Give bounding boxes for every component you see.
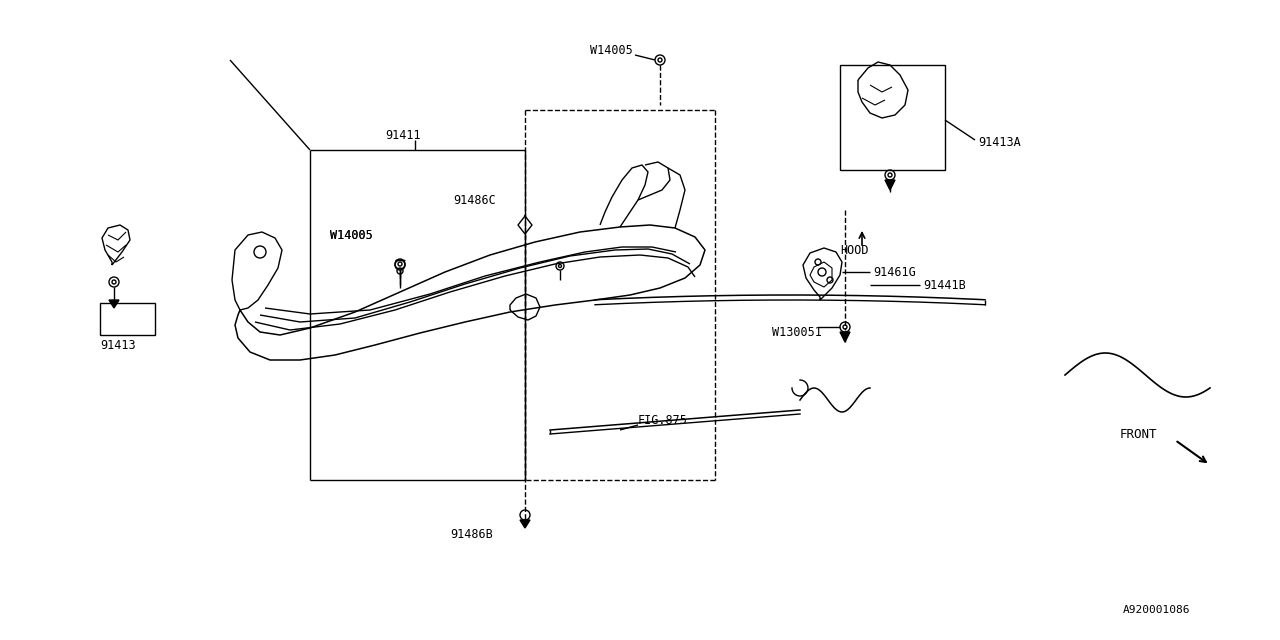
Polygon shape [109, 300, 119, 308]
Text: 91461G: 91461G [873, 266, 915, 278]
Polygon shape [884, 180, 895, 190]
Text: 91486B: 91486B [451, 529, 493, 541]
Bar [840, 65, 945, 170]
Text: FRONT: FRONT [1120, 429, 1157, 442]
Text: HOOD: HOOD [840, 243, 869, 257]
Text: 91486C: 91486C [453, 193, 495, 207]
Text: A920001086: A920001086 [1123, 605, 1190, 615]
Text: FIG.875: FIG.875 [637, 413, 687, 426]
Text: W130051: W130051 [772, 326, 822, 339]
Polygon shape [840, 332, 850, 342]
Text: 91413A: 91413A [978, 136, 1020, 148]
Text: 91411: 91411 [385, 129, 421, 141]
Text: W14005: W14005 [330, 228, 372, 241]
Polygon shape [520, 520, 530, 528]
Bar [100, 303, 155, 335]
Text: W14005: W14005 [590, 44, 632, 56]
Text: 91413: 91413 [100, 339, 136, 351]
Text: W14005: W14005 [330, 228, 372, 241]
Text: 91441B: 91441B [923, 278, 965, 291]
